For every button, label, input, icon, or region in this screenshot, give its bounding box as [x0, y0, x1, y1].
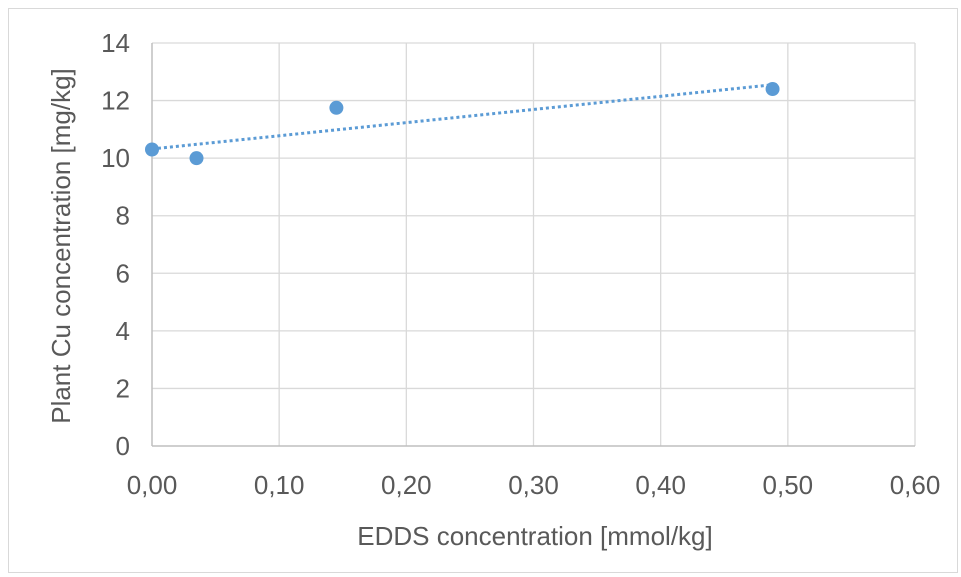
x-tick-label: 0,60: [890, 470, 941, 500]
x-tick-label: 0,30: [508, 470, 559, 500]
grid-lines: [152, 42, 916, 446]
data-point: [765, 82, 780, 97]
x-tick-label: 0,10: [254, 470, 305, 500]
y-tick-label: 10: [101, 143, 130, 173]
y-tick-label: 2: [116, 373, 130, 403]
y-axis-title: Plant Cu concentration [mg/kg]: [46, 68, 76, 424]
data-point: [145, 142, 159, 157]
trendline: [151, 83, 773, 151]
y-tick-label: 14: [101, 28, 130, 58]
tick-labels: 0 2 4 6 8 10 12 14 0,00 0,10 0,20 0,30 0,40 0,50 0,60: [101, 28, 940, 500]
x-axis-title: EDDS concentration [mmol/kg]: [357, 521, 712, 551]
data-point: [329, 100, 344, 115]
y-tick-label: 4: [116, 316, 130, 346]
x-tick-label: 0,40: [635, 470, 686, 500]
data-points: [145, 82, 780, 166]
x-tick-label: 0,20: [381, 470, 432, 500]
y-tick-label: 12: [101, 86, 130, 116]
plot-axes: [151, 43, 915, 447]
x-tick-label: 0,50: [763, 470, 814, 500]
trendline-line: [151, 83, 773, 151]
y-tick-label: 6: [116, 258, 130, 288]
chart-frame: [8, 8, 958, 573]
x-tick-label: 0,00: [127, 470, 178, 500]
y-tick-label: 8: [116, 201, 130, 231]
y-tick-label: 0: [116, 431, 130, 461]
data-point: [189, 151, 204, 166]
